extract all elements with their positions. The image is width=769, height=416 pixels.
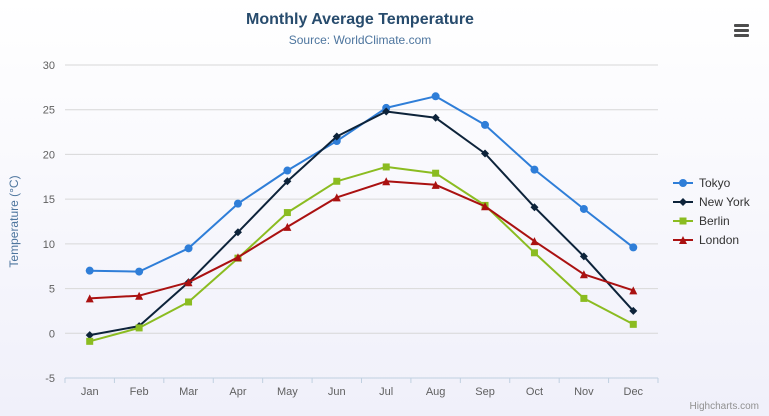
data-point-london[interactable] [579,270,588,279]
x-axis-tick-label: Feb [130,386,149,398]
y-axis-tick-label: 10 [43,239,55,251]
series-tokyo[interactable] [85,92,638,276]
x-axis-tick-label: Sep [475,386,495,398]
x-axis-tick-label: Mar [179,386,198,398]
y-axis-tick-label: -5 [45,373,55,385]
data-point-london[interactable] [332,193,341,202]
data-point-berlin[interactable] [629,320,637,328]
data-point-tokyo[interactable] [283,166,292,175]
data-point-berlin[interactable] [382,163,390,171]
tokyo-legend-marker-icon [673,179,693,187]
data-point-new-york[interactable] [85,331,94,340]
legend-marker-shape [679,198,687,206]
legend-label: Tokyo [699,176,731,190]
data-point-tokyo[interactable] [431,92,440,101]
hamburger-icon-line [733,33,749,37]
chart-subtitle: Source: WorldClimate.com [288,33,432,47]
x-axis-tick-label: Apr [229,386,246,398]
legend-item-tokyo[interactable]: Tokyo [672,176,750,190]
data-point-tokyo[interactable] [135,267,144,276]
data-point-london[interactable] [530,237,539,246]
credits-link[interactable]: Highcharts.com [689,401,759,412]
new-york-legend-marker-icon [673,198,693,206]
y-axis-tick-label: 0 [49,328,55,340]
legend-marker-shape [679,217,687,225]
data-point-new-york[interactable] [579,252,588,261]
legend-item-berlin[interactable]: Berlin [672,214,750,228]
data-point-berlin[interactable] [530,249,538,257]
series-line-berlin [89,165,634,343]
data-point-london[interactable] [184,278,193,287]
series-line-new-york [89,110,635,337]
data-point-new-york[interactable] [332,132,341,141]
legend-label: New York [699,195,750,209]
data-point-london[interactable] [431,180,440,189]
y-axis-tick-label: 5 [49,284,55,296]
x-axis-tick-label: Nov [574,386,594,398]
data-point-berlin[interactable] [185,298,193,306]
data-point-tokyo[interactable] [85,266,94,275]
data-point-new-york[interactable] [530,203,539,212]
y-axis-tick-label: 25 [43,105,55,117]
x-axis-tick-label: Jan [81,386,99,398]
hamburger-icon-line [733,28,749,32]
data-point-new-york[interactable] [431,113,440,122]
legend-marker-shape [679,179,687,187]
x-axis-tick-label: May [277,386,298,398]
data-point-london[interactable] [85,294,94,303]
series-line-tokyo [89,95,634,273]
data-point-london[interactable] [629,286,638,295]
data-point-berlin[interactable] [283,209,291,217]
data-point-berlin[interactable] [86,337,94,345]
data-point-berlin[interactable] [135,324,143,332]
x-axis-tick-label: Oct [526,386,543,398]
data-point-new-york[interactable] [283,177,292,186]
data-point-tokyo[interactable] [629,243,638,252]
series-london[interactable] [85,177,638,303]
data-point-london[interactable] [135,291,144,300]
y-axis-title: Temperature (°C) [7,175,21,267]
data-point-new-york[interactable] [382,107,391,116]
chart-title: Monthly Average Temperature [246,11,474,28]
x-axis-tick-label: Jun [328,386,346,398]
data-point-tokyo[interactable] [579,204,588,213]
data-point-new-york[interactable] [481,149,490,158]
berlin-legend-marker-icon [673,217,693,225]
series-line-london [89,180,634,300]
export-menu-button[interactable] [729,20,753,40]
x-axis-tick-label: Jul [379,386,393,398]
y-axis-tick-label: 20 [43,149,55,161]
data-point-berlin[interactable] [580,294,588,302]
x-axis-tick-label: Aug [426,386,446,398]
data-point-london[interactable] [283,222,292,231]
data-point-new-york[interactable] [629,306,638,315]
data-point-berlin[interactable] [432,169,440,177]
data-point-london[interactable] [233,253,242,262]
data-point-tokyo[interactable] [481,120,490,129]
legend-item-london[interactable]: London [672,233,750,247]
x-axis-tick-label: Dec [624,386,644,398]
data-point-tokyo[interactable] [233,199,242,208]
data-point-london[interactable] [481,202,490,211]
london-legend-marker-icon [673,236,693,244]
data-point-berlin[interactable] [333,177,341,185]
data-point-london[interactable] [382,177,391,186]
y-axis-tick-label: 30 [43,60,55,72]
data-point-tokyo[interactable] [530,165,539,174]
data-point-new-york[interactable] [233,228,242,237]
legend: Tokyo New York Berlin London [672,176,750,247]
legend-marker-shape [679,236,687,244]
legend-item-new-york[interactable]: New York [672,195,750,209]
hamburger-icon [733,23,749,27]
legend-label: Berlin [699,214,730,228]
data-point-tokyo[interactable] [184,244,193,253]
series-new-york[interactable] [85,107,638,340]
y-axis-tick-label: 15 [43,194,55,206]
legend-label: London [699,233,740,247]
